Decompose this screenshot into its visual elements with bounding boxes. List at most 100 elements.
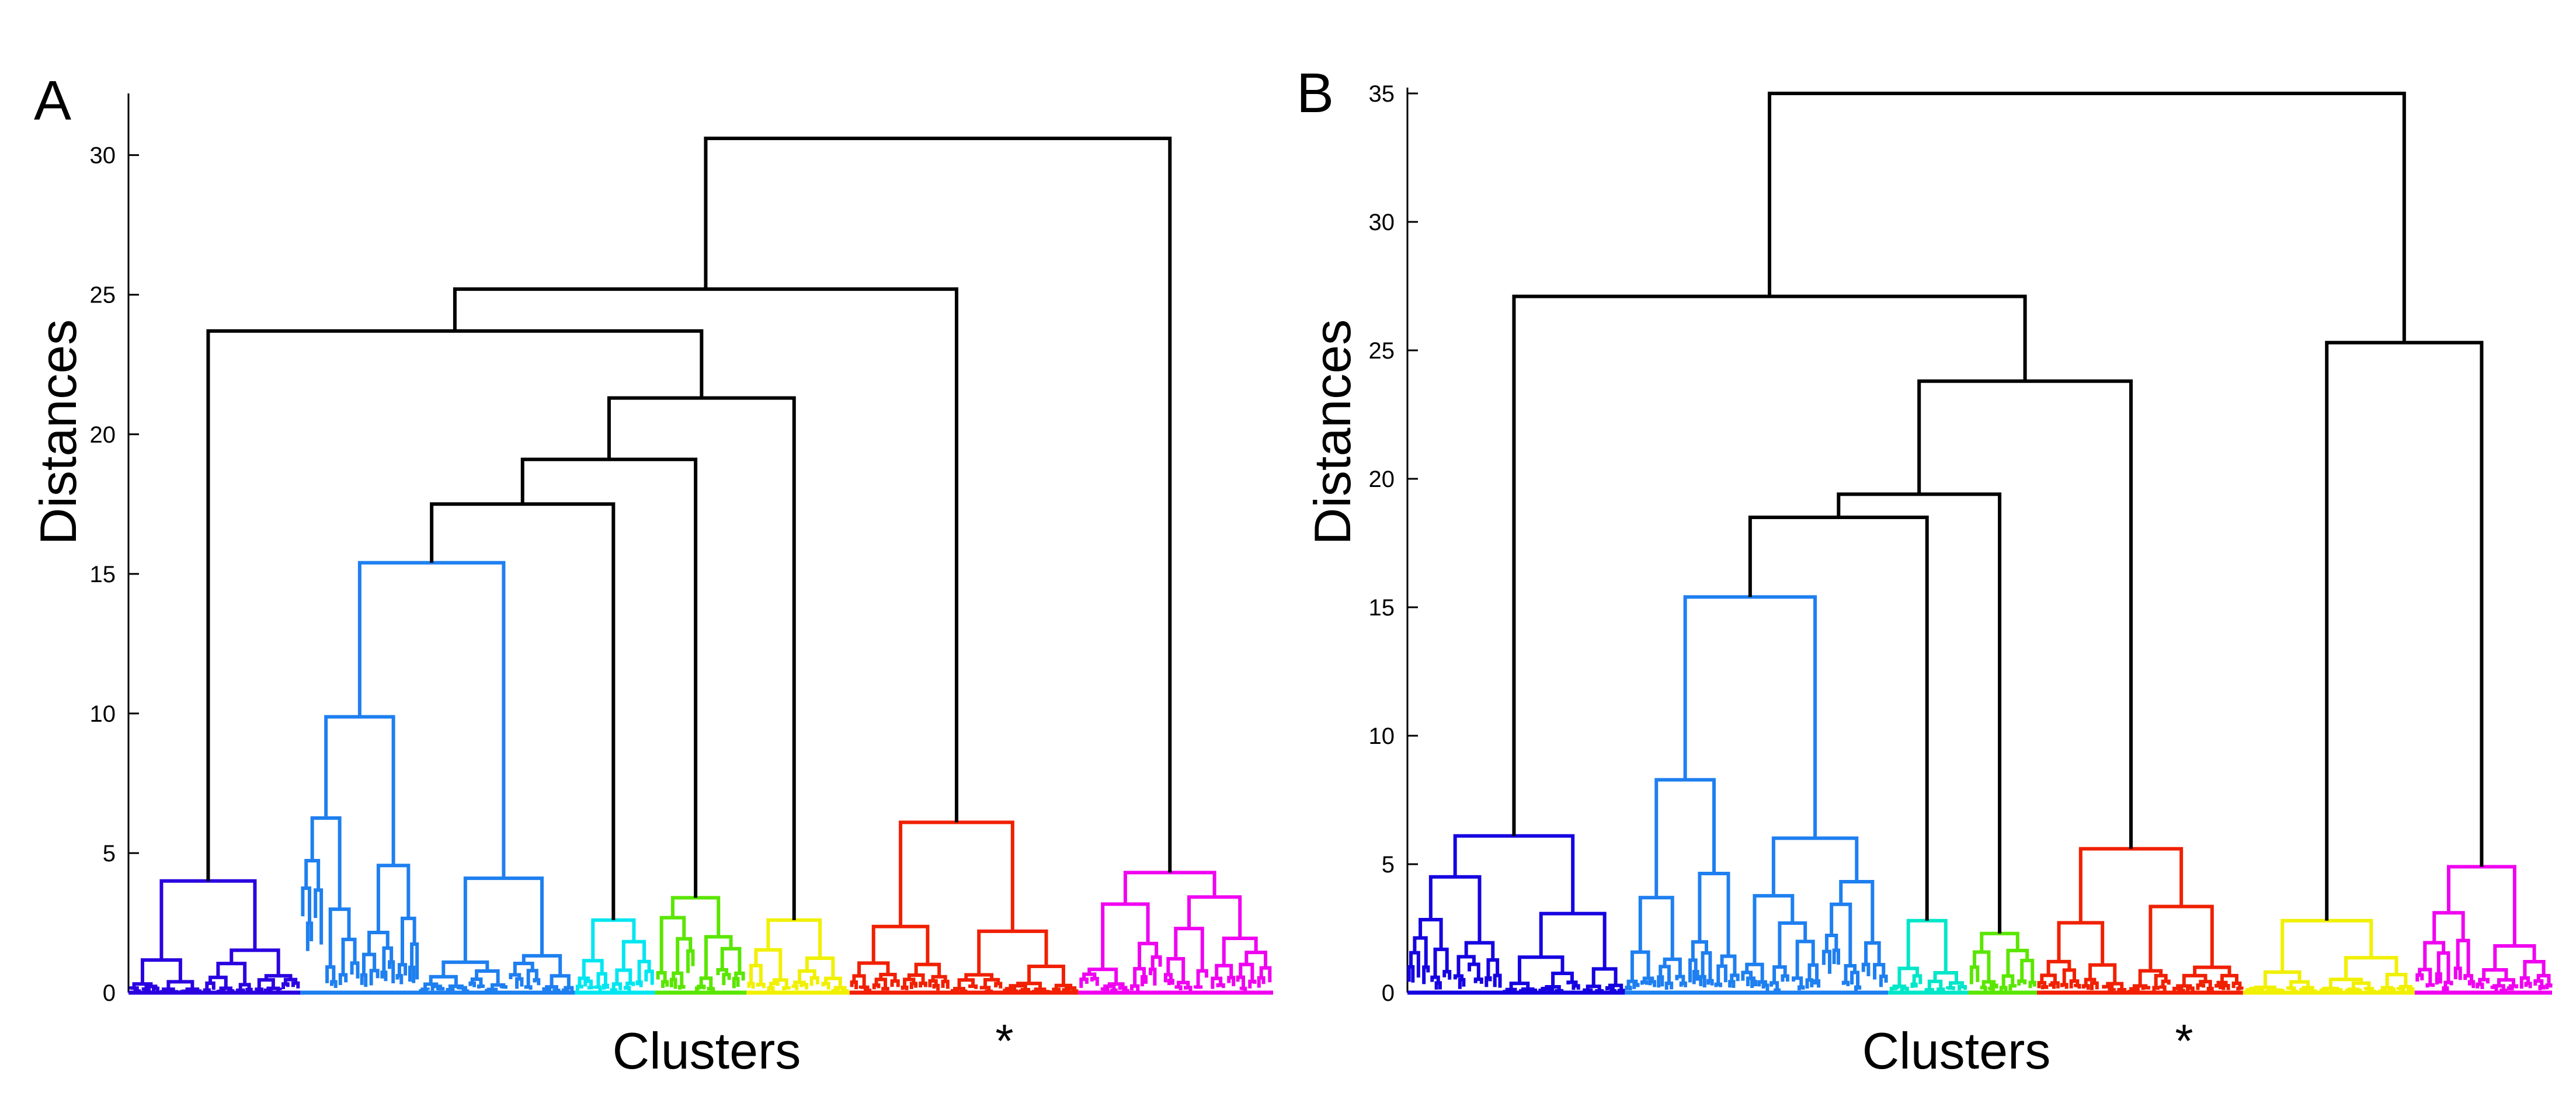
cluster-2 xyxy=(300,561,575,995)
dendrogram-branch xyxy=(550,974,571,988)
dendrogram-branch xyxy=(1409,951,1420,978)
dendrogram-branch xyxy=(2344,956,2398,980)
dendrogram-branch xyxy=(2048,983,2056,989)
dendrogram-branch xyxy=(1257,976,1266,988)
dendrogram-branch xyxy=(734,971,745,981)
dendrogram-branch xyxy=(446,988,455,991)
dendrogram-branch xyxy=(644,969,654,985)
dendrogram-branch xyxy=(1079,977,1089,988)
dendrogram-branch xyxy=(805,956,835,979)
dendrogram-branch xyxy=(1654,778,1716,898)
dendrogram-branch xyxy=(1728,980,1736,988)
dendrogram-branch xyxy=(367,931,390,955)
dendrogram-branch xyxy=(475,969,500,985)
dendrogram-branch xyxy=(1987,987,1995,991)
dendrogram-branch xyxy=(2263,970,2302,987)
dendrogram-branch xyxy=(2008,984,2017,991)
y-tick-label: 10 xyxy=(90,701,116,727)
dendrogram-branch xyxy=(635,980,643,987)
dendrogram-branch xyxy=(793,980,806,987)
y-tick-label: 30 xyxy=(90,143,116,169)
dendrogram-branch xyxy=(542,987,552,991)
dendrogram-branch xyxy=(1149,968,1157,986)
cluster-7 xyxy=(2414,865,2553,995)
dendrogram-branch xyxy=(2069,979,2080,989)
dendrogram-branch xyxy=(1821,949,1831,974)
dendrogram-branch xyxy=(809,976,819,986)
x-axis-title: Clusters xyxy=(1862,1022,2051,1080)
dendrogram-branch xyxy=(1259,966,1272,983)
dendrogram-branch xyxy=(791,984,799,990)
dendrogram-branch xyxy=(1807,963,1819,982)
dendrogram-branch xyxy=(659,916,686,973)
dendrogram-branch xyxy=(2028,980,2036,989)
dendrogram-branch xyxy=(2231,981,2242,989)
dendrogram-branch xyxy=(872,983,881,990)
dendrogram-branch xyxy=(509,973,522,980)
dendrogram-branch xyxy=(1854,985,1862,991)
dendrogram-branch xyxy=(448,984,464,990)
dendrogram-branch xyxy=(1792,976,1803,987)
dendrogram-branch xyxy=(1973,950,1991,982)
dendrogram-branch xyxy=(625,982,635,988)
dendrogram-branch xyxy=(216,962,247,985)
dendrogram-branch xyxy=(1753,894,1795,965)
dendrogram-branch xyxy=(1706,979,1714,986)
dendrogram-branch xyxy=(266,986,280,990)
dendrogram-branch xyxy=(140,958,182,984)
dendrogram-branch xyxy=(941,979,950,989)
dendrogram-branch xyxy=(1222,937,1258,966)
dendrogram-branch xyxy=(2017,979,2027,986)
dendrogram-branch xyxy=(1750,980,1758,989)
dendrogram-branch xyxy=(676,937,693,973)
dendrogram-branch xyxy=(1910,982,1918,988)
dendrogram-branch xyxy=(1485,976,1492,987)
dendrogram-branch xyxy=(1493,973,1502,988)
dendrogram-branch xyxy=(2006,948,2029,976)
dendrogram-branch xyxy=(782,986,791,990)
merge-link xyxy=(1512,294,2027,836)
dendrogram-branch xyxy=(1889,986,1899,991)
dendrogram-branch xyxy=(1239,962,1254,982)
dendrogram-branch xyxy=(380,970,388,982)
y-tick-label: 20 xyxy=(90,422,116,448)
dendrogram-branch xyxy=(1761,983,1770,991)
dendrogram-branch xyxy=(1216,983,1225,989)
dendrogram-branch xyxy=(1118,986,1128,991)
dendrogram-branch xyxy=(1683,595,1817,838)
dendrogram-branch xyxy=(338,973,348,986)
dendrogram-branch xyxy=(879,973,897,982)
dendrogram-branch xyxy=(1824,933,1838,952)
dendrogram-branch xyxy=(1906,918,1948,973)
dendrogram-branch xyxy=(661,980,669,988)
dendrogram-branch xyxy=(596,972,607,987)
dendrogram-branch xyxy=(410,942,419,980)
dendrogram-branch xyxy=(1434,981,1442,990)
dendrogram-branch xyxy=(1632,983,1640,989)
dendrogram-branch xyxy=(1892,984,1907,989)
dendrogram-branch xyxy=(1020,987,1031,991)
dendrogram-branch xyxy=(301,886,311,924)
panel-label: A xyxy=(34,69,71,132)
dendrogram-branch xyxy=(1657,975,1664,988)
y-tick-label: 25 xyxy=(1369,338,1395,364)
dendrogram-branch xyxy=(324,715,395,866)
dendrogram-branch xyxy=(2538,984,2546,990)
dendrogram-branch xyxy=(141,987,151,991)
dendrogram-branch xyxy=(1468,962,1480,980)
annotation-asterisk: * xyxy=(2175,1015,2193,1067)
dendrogram-branch xyxy=(1413,936,1428,968)
dendrogram-branch xyxy=(2380,986,2394,991)
dendrogram-branch xyxy=(1805,978,1814,989)
dendrogram-branch xyxy=(463,876,544,962)
dendrogram-branch xyxy=(575,984,583,991)
dendrogram-branch xyxy=(2322,986,2339,990)
dendrogram-branch xyxy=(2432,911,2465,943)
y-tick-label: 0 xyxy=(103,980,116,1006)
merge-link xyxy=(1837,492,2002,934)
dendrogram-branch xyxy=(2423,941,2446,970)
dendrogram-branch xyxy=(328,907,351,968)
dendrogram-branch xyxy=(2363,987,2375,991)
dendrogram-branch xyxy=(1521,987,1535,991)
dendrogram-branch xyxy=(1714,982,1723,987)
